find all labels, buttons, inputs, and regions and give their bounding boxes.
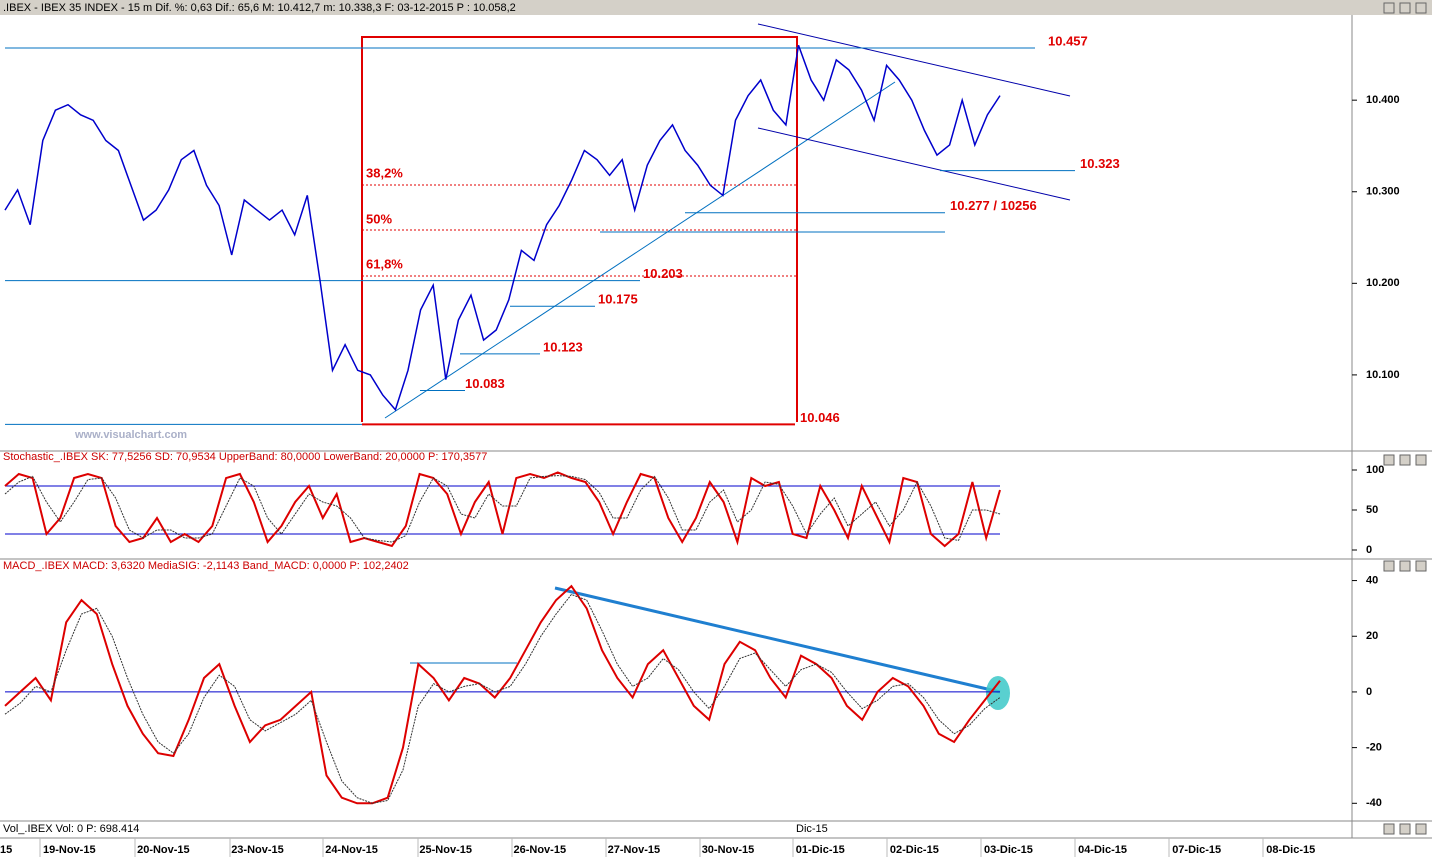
fib-label: 38,2% xyxy=(366,165,403,180)
fib-label: 61,8% xyxy=(366,256,403,271)
macd-tools xyxy=(410,586,1010,710)
y-tick-label: 0 xyxy=(1366,686,1372,698)
x-tick-label: 19-Nov-15 xyxy=(43,844,96,856)
window-buttons xyxy=(1383,2,1427,835)
level-label: 10.323 xyxy=(1080,156,1120,171)
x-tick-label: 15 xyxy=(0,844,12,856)
y-tick-label: 0 xyxy=(1366,544,1372,556)
y-tick-label: -20 xyxy=(1366,742,1382,754)
x-tick-label: 02-Dic-15 xyxy=(890,844,939,856)
y-tick-label: 20 xyxy=(1366,630,1378,642)
watermark: www.visualchart.com xyxy=(74,429,187,441)
x-tick-label: 23-Nov-15 xyxy=(231,844,284,856)
series-line xyxy=(4,471,1001,548)
panel-title: MACD_.IBEX MACD: 3,6320 MediaSIG: -2,114… xyxy=(3,560,409,572)
level-label: 10.175 xyxy=(598,292,638,307)
volume-label: Vol_.IBEX Vol: 0 P: 698.414 xyxy=(3,823,139,835)
y-tick-label: 10.400 xyxy=(1366,94,1400,106)
series-line xyxy=(4,584,1001,805)
x-tick-label: 07-Dic-15 xyxy=(1172,844,1221,856)
series-line xyxy=(4,593,1001,804)
x-tick-label: 04-Dic-15 xyxy=(1078,844,1127,856)
x-tick-label: 24-Nov-15 xyxy=(325,844,378,856)
header: .IBEX - IBEX 35 INDEX - 15 m Dif. %: 0,6… xyxy=(3,2,516,14)
x-tick-label: 26-Nov-15 xyxy=(514,844,567,856)
drawing-tools xyxy=(361,23,1071,422)
level-label: 10.457 xyxy=(1048,33,1088,48)
level-label: 10.277 / 10256 xyxy=(950,198,1037,213)
series-line xyxy=(4,475,1001,543)
y-tick-label: 40 xyxy=(1366,574,1378,586)
fib-label: 50% xyxy=(366,211,392,226)
y-tick-label: 10.300 xyxy=(1366,186,1400,198)
panel-title: Stochastic_.IBEX SK: 77,5256 SD: 70,9534… xyxy=(3,451,487,463)
level-label: 10.123 xyxy=(543,339,583,354)
day-separators xyxy=(39,838,1264,857)
y-tick-label: 10.200 xyxy=(1366,277,1400,289)
y-tick-label: -40 xyxy=(1366,797,1382,809)
month-label: Dic-15 xyxy=(796,823,828,835)
level-label: 10.083 xyxy=(465,376,505,391)
x-tick-label: 20-Nov-15 xyxy=(137,844,190,856)
x-tick-label: 30-Nov-15 xyxy=(702,844,755,856)
panel-separators xyxy=(0,15,1432,839)
title-bar xyxy=(0,0,1432,15)
y-tick-label: 100 xyxy=(1366,464,1384,476)
level-label: 10.203 xyxy=(643,266,683,281)
level-label: 10.046 xyxy=(800,410,840,425)
x-tick-label: 27-Nov-15 xyxy=(608,844,661,856)
x-tick-label: 08-Dic-15 xyxy=(1266,844,1315,856)
x-tick-label: 03-Dic-15 xyxy=(984,844,1033,856)
y-tick-label: 50 xyxy=(1366,504,1378,516)
x-tick-label: 25-Nov-15 xyxy=(419,844,472,856)
series-line xyxy=(4,44,1001,412)
y-tick-label: 10.100 xyxy=(1366,369,1400,381)
x-tick-label: 01-Dic-15 xyxy=(796,844,845,856)
